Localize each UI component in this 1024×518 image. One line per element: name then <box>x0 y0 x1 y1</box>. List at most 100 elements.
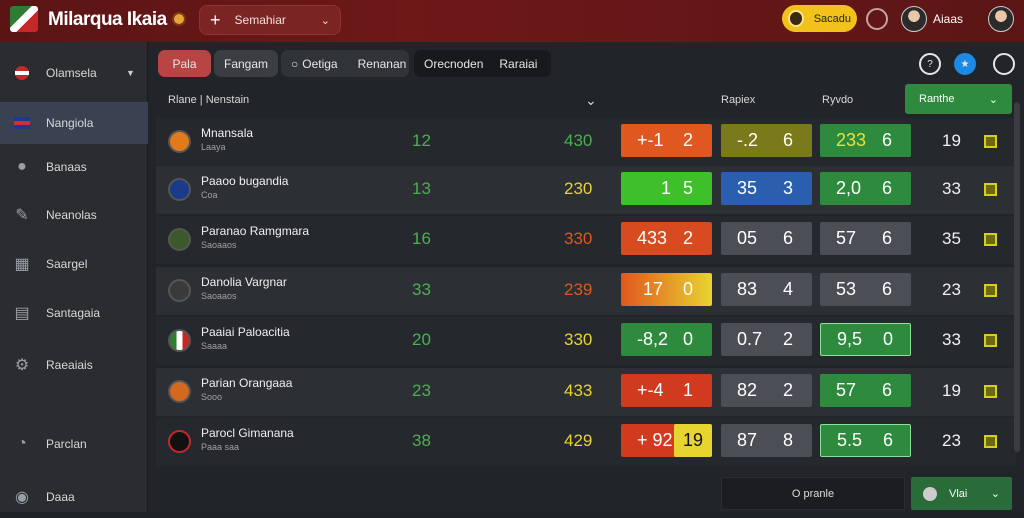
team-subtitle: Sooo <box>201 392 223 402</box>
table-row[interactable]: Mnansala Laaya 12 430 +-1 2 -.2 6 233 6 19 <box>156 118 1016 166</box>
brand-title: Milarqua Ikaia <box>48 9 167 30</box>
odds-cell[interactable]: +-4 1 <box>621 374 712 407</box>
stat-value: 33 <box>412 280 431 299</box>
team-subtitle: Saaaa <box>201 341 228 351</box>
odds-cell[interactable]: 433 2 <box>621 222 712 255</box>
checkbox-icon[interactable] <box>984 183 997 196</box>
user-name: Aiaas <box>933 12 964 26</box>
team-subtitle: Saoaaos <box>201 240 237 250</box>
odds-cell[interactable]: 35 3 <box>721 172 812 205</box>
team-logo-icon <box>168 380 191 403</box>
sidebar-item-label: Raeaiais <box>46 358 93 372</box>
odds-cell[interactable]: 82 2 <box>721 374 812 407</box>
checkbox-icon[interactable] <box>984 233 997 246</box>
stat-value: 12 <box>412 131 431 150</box>
favorite-icon[interactable]: ★ <box>954 53 976 75</box>
sidebar-item-label: Nangiola <box>46 116 94 130</box>
stat-value: 20 <box>412 330 431 349</box>
odds-cell[interactable]: 05 6 <box>721 222 812 255</box>
notification-icon[interactable] <box>866 8 888 30</box>
sidebar-item-saargel[interactable]: ▦ Saargel <box>0 243 148 285</box>
stat-value: 23 <box>942 431 961 450</box>
search-input[interactable]: O pranle <box>721 477 905 510</box>
table-row[interactable]: Parian Orangaaa Sooo 23 433 +-4 1 82 2 57 6… <box>156 368 1016 416</box>
odds-cell[interactable]: + 92 19 <box>621 424 712 457</box>
team-logo-icon <box>168 178 191 201</box>
checkbox-icon[interactable] <box>984 284 997 297</box>
info-icon[interactable]: ? <box>919 53 941 75</box>
sport-select[interactable]: + Semahiar ⌄ <box>199 5 341 35</box>
chevron-down-icon: ▼ <box>126 68 135 78</box>
checkbox-icon[interactable] <box>984 135 997 148</box>
checkbox-icon[interactable] <box>984 334 997 347</box>
stat-value: 16 <box>412 229 431 248</box>
filter-dropdown[interactable]: Ranthe ⌄ <box>905 84 1012 114</box>
brand-badge-icon <box>172 12 186 26</box>
odds-cell[interactable]: +-1 2 <box>621 124 712 157</box>
plus-icon: + <box>210 9 221 30</box>
tab-raraiai: Raraiai <box>499 56 538 71</box>
odds-cell[interactable]: 5.5 6 <box>820 424 911 457</box>
table-row[interactable]: Parocl Gimanana Paaa saa 38 429 + 92 19 8… <box>156 418 1016 466</box>
sidebar-item-daaa[interactable]: ◉ Daaa <box>0 476 148 518</box>
table-row[interactable]: Danolia Vargnar Saoaaos 33 239 17 0 83 4 5… <box>156 267 1016 315</box>
odds-cell[interactable]: 0.7 2 <box>721 323 812 356</box>
chevron-down-icon: ⌄ <box>320 14 330 27</box>
sidebar-item-label: Santagaia <box>46 306 101 320</box>
gear-icon: ⚙ <box>14 357 30 374</box>
odds-cell[interactable]: 57 6 <box>820 374 911 407</box>
tab-group-oetiga[interactable]: ○ Oetiga Renanan <box>281 50 409 77</box>
profile-avatar[interactable] <box>988 6 1014 32</box>
sidebar-item-banaas[interactable]: ● Banaas <box>0 146 148 188</box>
odds-cell[interactable]: 83 4 <box>721 273 812 306</box>
odds-cell[interactable]: -.2 6 <box>721 124 812 157</box>
document-icon: ▤ <box>14 305 30 322</box>
sidebar-item-neanolas[interactable]: ✎ Neanolas <box>0 194 148 236</box>
team-logo-icon <box>168 130 191 153</box>
table-row[interactable]: Paranao Ramgmara Saoaaos 16 330 433 2 05 6… <box>156 216 1016 264</box>
odds-cell[interactable]: 17 0 <box>621 273 712 306</box>
view-dropdown[interactable]: Vlai ⌄ <box>911 477 1012 510</box>
team-name: Paaiai Paloacitia <box>201 325 290 339</box>
sidebar-item-raeaiais[interactable]: ⚙ Raeaiais <box>0 344 148 386</box>
team-subtitle: Saoaaos <box>201 291 237 301</box>
table-row[interactable]: Paaiai Paloacitia Saaaa 20 330 -8,2 0 0.7… <box>156 317 1016 365</box>
sidebar-item-santagaia[interactable]: ▤ Santagaia <box>0 292 148 334</box>
team-logo-icon <box>168 430 191 453</box>
stat-value: 33 <box>942 330 961 349</box>
stat-value: 33 <box>942 179 961 198</box>
tab-group-orecnoden[interactable]: Orecnoden Raraiai <box>414 50 551 77</box>
odds-cell[interactable]: 53 6 <box>820 273 911 306</box>
odds-cell[interactable]: 9,5 0 <box>820 323 911 356</box>
checkbox-icon[interactable] <box>984 435 997 448</box>
sidebar: Olamsela ▼ Nangiola ● Banaas ✎ Neanolas … <box>0 42 148 512</box>
odds-cell[interactable]: 87 8 <box>721 424 812 457</box>
team-logo-icon <box>168 228 191 251</box>
odds-cell[interactable]: -8,2 0 <box>621 323 712 356</box>
chevron-down-icon[interactable]: ⌄ <box>585 92 597 108</box>
sidebar-item-nangiola[interactable]: Nangiola <box>0 102 148 144</box>
sidebar-item-olamsela[interactable]: Olamsela ▼ <box>0 52 148 94</box>
avatar-icon <box>923 486 937 501</box>
tab-pala[interactable]: Pala <box>158 50 211 77</box>
odds-cell[interactable]: 233 6 <box>820 124 911 157</box>
odds-cell[interactable]: 2,0 6 <box>820 172 911 205</box>
sidebar-item-label: Banaas <box>46 160 87 174</box>
sidebar-item-label: Parclan <box>46 437 87 451</box>
odds-cell[interactable]: 57 6 <box>820 222 911 255</box>
stat-value: 38 <box>412 431 431 450</box>
tab-fangam[interactable]: Fangam <box>214 50 278 77</box>
balance-pill[interactable]: Sacadu <box>782 5 857 32</box>
checkbox-icon[interactable] <box>984 385 997 398</box>
settings-icon[interactable] <box>993 53 1015 75</box>
balance-pill-label: Sacadu <box>813 12 851 25</box>
tab-orecnoden: Orecnoden <box>424 56 484 71</box>
scrollbar[interactable] <box>1014 102 1020 452</box>
chevron-down-icon: ⌄ <box>990 488 1000 500</box>
sidebar-item-parclan[interactable]: ◔ Parclan <box>0 423 148 465</box>
sidebar-item-label: Neanolas <box>46 208 97 222</box>
stat-value: 330 <box>564 330 593 349</box>
avatar[interactable] <box>901 6 927 32</box>
